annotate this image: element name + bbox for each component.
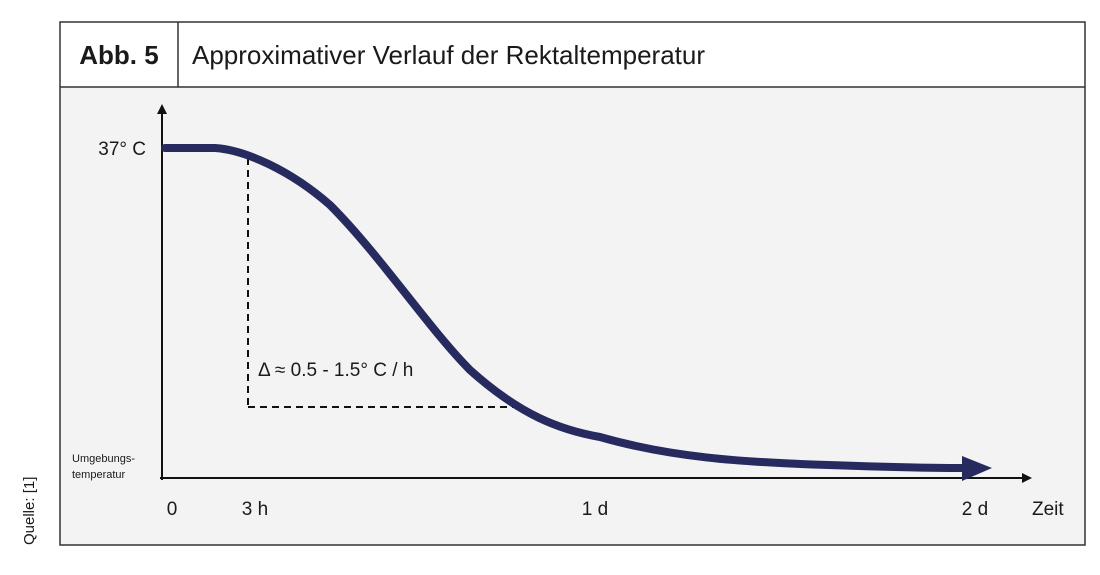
annotation: Δ ≈ 0.5 - 1.5° C / h: [258, 360, 413, 381]
x-label: 2 d: [962, 499, 988, 520]
figure-title: Approximativer Verlauf der Rektaltempera…: [192, 40, 705, 70]
x-label: 1 d: [582, 499, 608, 520]
figure-label: Abb. 5: [79, 40, 158, 70]
frame: [59, 21, 1086, 546]
temperature-curve: [161, 144, 969, 472]
x-axis-label: Zeit: [1032, 499, 1064, 520]
y-bottom-label: temperatur: [72, 469, 126, 481]
x-label: 0: [167, 499, 178, 520]
source: Quelle: [1]: [21, 477, 38, 545]
curve-arrowhead: [962, 456, 992, 481]
y-bottom-label: Umgebungs-: [72, 453, 135, 465]
y-top-label: 37° C: [98, 139, 146, 160]
x-label: 3 h: [242, 499, 268, 520]
body-bg: [60, 87, 1085, 545]
